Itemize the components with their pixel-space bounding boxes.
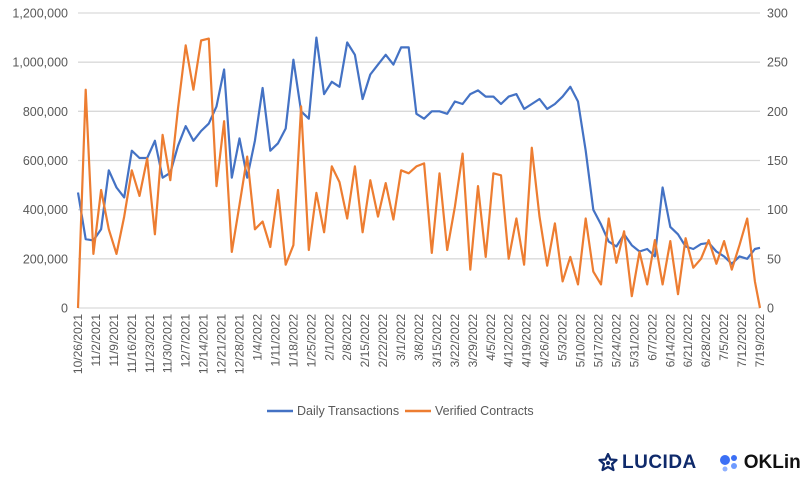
x-axis-tick-label: 5/10/2022 [574, 314, 588, 368]
series-lines [76, 36, 762, 309]
left-axis-tick-label: 800,000 [23, 105, 68, 119]
lucida-star-icon [598, 453, 618, 472]
series-line-verified-contracts [76, 37, 762, 309]
x-axis-tick-label: 2/1/2022 [322, 314, 336, 361]
oklink-logo: OKLink [719, 452, 800, 474]
x-axis-tick-label: 11/2/2021 [89, 314, 103, 367]
logos: LUCIDA OKLink [598, 452, 800, 474]
x-axis-tick-label: 5/17/2022 [591, 314, 605, 368]
legend: Daily Transactions Verified Contracts [267, 404, 534, 418]
x-axis-ticks: 10/26/2021 11/2/2021 11/9/2021 11/16/2021 11… [71, 314, 767, 374]
right-axis-tick-label: 200 [767, 105, 788, 119]
right-axis-ticks: 0 50 100 150 200 250 300 [767, 7, 788, 316]
gridlines [78, 12, 760, 309]
x-axis-tick-label: 11/23/2021 [143, 314, 157, 373]
x-axis-tick-label: 3/15/2022 [430, 314, 444, 368]
x-axis-tick-label: 2/22/2022 [376, 314, 390, 368]
right-axis-tick-label: 300 [767, 7, 788, 21]
x-axis-tick-label: 3/22/2022 [448, 314, 462, 368]
x-axis-tick-label: 6/28/2022 [699, 314, 713, 368]
lucida-wordmark: LUCIDA [622, 452, 697, 473]
x-axis-tick-label: 6/7/2022 [645, 314, 659, 361]
left-axis-tick-label: 1,200,000 [12, 7, 68, 21]
oklink-dots-icon [719, 455, 737, 472]
x-axis-tick-label: 2/8/2022 [340, 314, 354, 361]
x-axis-tick-label: 3/29/2022 [466, 314, 480, 368]
x-axis-tick-label: 11/16/2021 [125, 314, 139, 373]
x-axis-tick-label: 12/7/2021 [179, 314, 193, 368]
x-axis-tick-label: 7/19/2022 [753, 314, 767, 368]
right-axis-tick-label: 0 [767, 302, 774, 316]
right-axis-tick-label: 100 [767, 203, 788, 217]
x-axis-tick-label: 5/24/2022 [609, 314, 623, 368]
oklink-wordmark: OKLink [743, 452, 800, 473]
x-axis-tick-label: 11/30/2021 [161, 314, 175, 373]
left-axis-ticks: 0 200,000 400,000 600,000 800,000 1,000,000 1,… [12, 7, 68, 316]
x-axis-tick-label: 7/5/2022 [717, 314, 731, 361]
left-axis-tick-label: 600,000 [23, 154, 68, 168]
x-axis-tick-label: 4/5/2022 [484, 314, 498, 361]
left-axis-tick-label: 400,000 [23, 203, 68, 217]
x-axis-tick-label: 12/14/2021 [197, 314, 211, 374]
x-axis-tick-label: 1/11/2022 [268, 314, 282, 367]
x-axis-tick-label: 7/12/2022 [735, 314, 749, 368]
lucida-logo: LUCIDA [598, 452, 697, 474]
x-axis-tick-label: 6/14/2022 [663, 314, 677, 368]
x-axis-tick-label: 1/25/2022 [304, 314, 318, 368]
legend-label-daily-transactions: Daily Transactions [297, 404, 399, 418]
x-axis-tick-label: 12/28/2021 [233, 314, 247, 374]
x-axis-tick-label: 4/19/2022 [520, 314, 534, 368]
x-axis-tick-label: 4/12/2022 [502, 314, 516, 368]
legend-label-verified-contracts: Verified Contracts [435, 404, 534, 418]
x-axis-tick-label: 6/21/2022 [681, 314, 695, 368]
x-axis-tick-label: 5/31/2022 [627, 314, 641, 368]
x-axis-tick-label: 2/15/2022 [358, 314, 372, 368]
x-axis-tick-label: 4/26/2022 [538, 314, 552, 368]
right-axis-tick-label: 250 [767, 56, 788, 70]
left-axis-tick-label: 0 [61, 302, 68, 316]
x-axis-tick-label: 3/1/2022 [394, 314, 408, 361]
x-axis-tick-label: 1/18/2022 [286, 314, 300, 368]
x-axis-tick-label: 10/26/2021 [71, 314, 85, 374]
series-line-daily-transactions [76, 36, 761, 265]
x-axis-tick-label: 11/9/2021 [107, 314, 121, 367]
x-axis-tick-label: 1/4/2022 [250, 314, 264, 361]
x-axis-tick-label: 3/8/2022 [412, 314, 426, 361]
left-axis-tick-label: 200,000 [23, 252, 68, 266]
left-axis-tick-label: 1,000,000 [12, 56, 68, 70]
chart: 0 200,000 400,000 600,000 800,000 1,000,000 1,… [12, 7, 788, 419]
right-axis-tick-label: 150 [767, 154, 788, 168]
x-axis-tick-label: 12/21/2021 [215, 314, 229, 374]
x-axis-tick-label: 5/3/2022 [556, 314, 570, 361]
right-axis-tick-label: 50 [767, 252, 781, 266]
